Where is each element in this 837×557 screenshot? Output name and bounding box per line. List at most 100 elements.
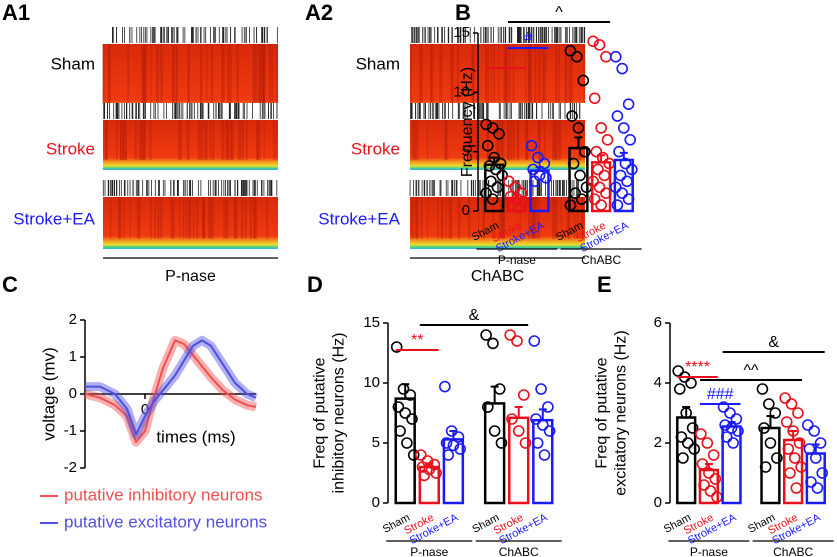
y-axis-label: Frequency (Hz) [459, 67, 476, 177]
data-point [808, 425, 820, 437]
spectrogram [103, 120, 278, 170]
y-axis-label: voltage (mv) [39, 347, 58, 441]
significance-text: # [524, 30, 533, 47]
data-point [587, 175, 599, 188]
significance-text: ^^ [743, 362, 759, 379]
barcode-bg [410, 27, 585, 43]
panel-label: D [307, 272, 323, 297]
data-point [414, 449, 427, 461]
group-label: P-nase [498, 253, 536, 267]
bar [483, 402, 506, 505]
data-point [792, 407, 804, 419]
panel-label: C [2, 272, 18, 297]
y-tick-label: -2 [64, 459, 77, 476]
data-point [593, 39, 606, 51]
panel-label: E [597, 272, 612, 297]
data-point [592, 163, 604, 176]
data-point [703, 467, 715, 479]
data-point [406, 413, 418, 425]
row-label: Stroke [351, 139, 400, 158]
data-point [480, 118, 492, 131]
spectrogram [410, 197, 585, 249]
data-point [504, 329, 517, 341]
data-point [495, 437, 508, 449]
data-point [394, 425, 406, 437]
data-point [759, 461, 772, 473]
data-point [528, 335, 541, 347]
data-point [680, 407, 693, 419]
data-point [530, 413, 542, 425]
row-label: Stroke+EA [13, 209, 95, 228]
group-label: ChABC [499, 545, 539, 557]
data-point [571, 50, 583, 63]
y-tick-label: 5 [372, 434, 380, 451]
row-label: Sham [356, 54, 400, 73]
data-point [486, 122, 499, 134]
data-point [701, 437, 714, 449]
data-point [596, 151, 609, 164]
y-tick-label: 15 [453, 24, 470, 41]
data-point [503, 175, 515, 188]
data-point [569, 187, 582, 199]
data-point [485, 175, 497, 188]
y-axis-label: inhibitory neurons (Hz) [331, 333, 348, 494]
data-point [452, 431, 465, 443]
data-point [490, 163, 502, 176]
data-point [480, 329, 492, 341]
data-point [519, 437, 532, 449]
significance-text: **** [685, 359, 710, 376]
data-point [481, 139, 494, 152]
data-point [531, 437, 544, 449]
data-point [593, 181, 606, 194]
data-point [719, 419, 731, 431]
data-point [816, 467, 829, 479]
data-point [543, 425, 556, 437]
y-axis-label: Freq of putative [312, 357, 329, 468]
barcode-bg [103, 27, 278, 43]
y-tick-label: 0 [654, 494, 662, 511]
data-point [622, 98, 635, 110]
data-point [688, 443, 701, 455]
group-label: ChABC [581, 253, 621, 267]
data-point [764, 437, 777, 449]
data-point [493, 128, 505, 140]
data-point [595, 122, 607, 134]
group-label: ChABC [773, 545, 813, 557]
data-point [595, 199, 607, 211]
data-point [600, 50, 612, 63]
data-point [579, 145, 591, 158]
data-point [447, 439, 460, 452]
data-point [609, 181, 622, 194]
data-point [672, 365, 684, 377]
y-tick-label: 2 [69, 311, 77, 328]
data-point [686, 422, 699, 434]
data-point [724, 407, 736, 419]
data-point [564, 44, 577, 57]
raster-row [102, 180, 278, 249]
data-point [793, 437, 806, 449]
data-point [707, 449, 720, 461]
y-tick-label: -1 [64, 422, 77, 439]
data-point [763, 398, 775, 410]
barcode-bg [103, 103, 278, 119]
data-point [611, 110, 624, 122]
data-point [512, 425, 525, 437]
legend-label: putative inhibitory neurons [64, 485, 262, 504]
data-point [588, 193, 601, 205]
data-point [483, 160, 496, 172]
panel-label: A1 [2, 0, 30, 25]
data-point [488, 425, 501, 437]
data-point [574, 169, 586, 182]
data-point [518, 389, 530, 401]
data-point [675, 431, 688, 443]
data-point [619, 157, 632, 170]
data-point [598, 169, 611, 182]
data-point [782, 443, 795, 455]
data-point [771, 452, 783, 464]
panel-label: B [455, 0, 471, 25]
bar [442, 438, 465, 505]
bar [508, 416, 530, 505]
data-point [788, 452, 801, 464]
data-point [677, 452, 689, 464]
data-point [528, 175, 541, 188]
